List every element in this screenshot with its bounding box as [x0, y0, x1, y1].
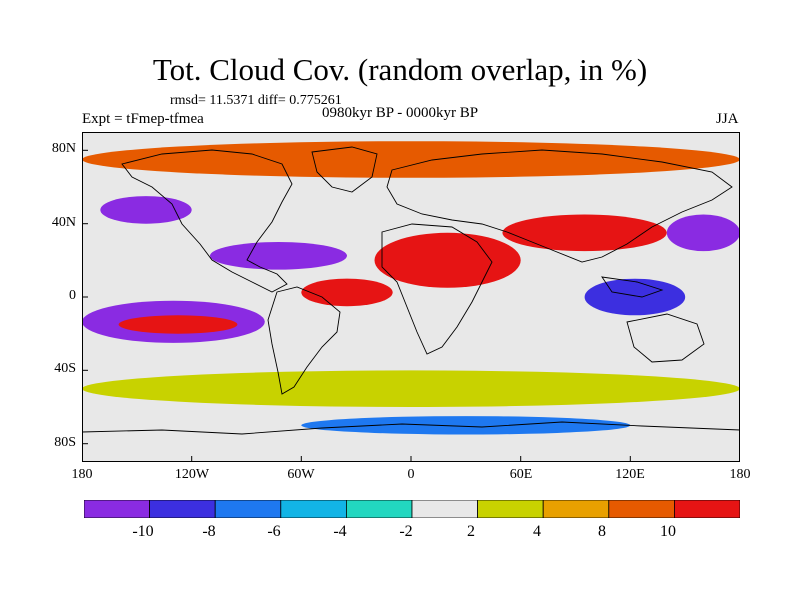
xtick-label: 0 [407, 467, 415, 482]
contour-region [666, 214, 740, 252]
xtick-label: 120W [174, 467, 210, 482]
colorbar-label: -10 [132, 523, 154, 540]
ytick-label: 40N [51, 215, 76, 230]
xtick-label: 120E [615, 467, 645, 482]
stats-text: rmsd= 11.5371 diff= 0.775261 [170, 93, 342, 108]
contour-region [82, 141, 740, 178]
xtick-label: 180 [729, 467, 751, 482]
contour-region [374, 232, 521, 288]
ytick-label: 40S [54, 361, 76, 376]
contour-region [301, 278, 393, 307]
colorbar-label: 8 [598, 523, 606, 540]
tick-marks [82, 149, 631, 462]
period-label: 0980kyr BP - 0000kyr BP [322, 105, 479, 121]
map-plot [82, 132, 740, 462]
colorbar-cell [214, 500, 282, 518]
contour-region [301, 416, 631, 435]
ytick-label: 80S [54, 435, 76, 450]
colorbar-label: 4 [533, 523, 541, 540]
colorbar-cell [149, 500, 216, 518]
coastline-north-america [121, 149, 293, 293]
colorbar-label: 10 [660, 523, 676, 540]
colorbar-label: -6 [267, 523, 281, 540]
coastline-antarctica [82, 421, 740, 435]
xtick-label: 180 [71, 467, 93, 482]
coastline-greenland [311, 146, 378, 193]
coastline-eurasia [386, 149, 733, 263]
experiment-label: Expt = tFmep-tfmea [82, 111, 204, 127]
colorbar-cell [280, 500, 347, 518]
colorbar-label: -8 [202, 523, 216, 540]
colorbar-cell [608, 500, 675, 518]
contour-region [502, 214, 667, 252]
ytick-label: 80N [51, 141, 76, 156]
colorbar-cell [411, 500, 478, 518]
ytick-label: 0 [69, 288, 76, 303]
coastline-australia [626, 313, 705, 363]
coastline-maritime-continent [601, 276, 664, 298]
coastline-south-america [267, 286, 341, 395]
season-label: JJA [716, 111, 739, 127]
colorbar-label: 2 [467, 523, 475, 540]
contour-regions [82, 141, 740, 435]
colorbar-cell [84, 500, 150, 518]
colorbar-cell [674, 500, 740, 518]
colorbar-label: -2 [399, 523, 413, 540]
contour-region [210, 242, 347, 270]
colorbar [84, 500, 740, 518]
colorbar-cell [345, 500, 413, 518]
colorbar-cell [477, 500, 544, 518]
contour-region [82, 370, 740, 407]
xtick-label: 60E [509, 467, 533, 482]
contour-region [584, 278, 686, 316]
coastline-africa [381, 223, 493, 355]
coastlines [82, 146, 740, 435]
colorbar-cell [542, 500, 610, 518]
contour-region [100, 196, 192, 224]
xtick-label: 60W [287, 467, 315, 482]
colorbar-label: -4 [333, 523, 347, 540]
contour-region [118, 315, 238, 334]
chart-title: Tot. Cloud Cov. (random overlap, in %) [152, 52, 648, 87]
